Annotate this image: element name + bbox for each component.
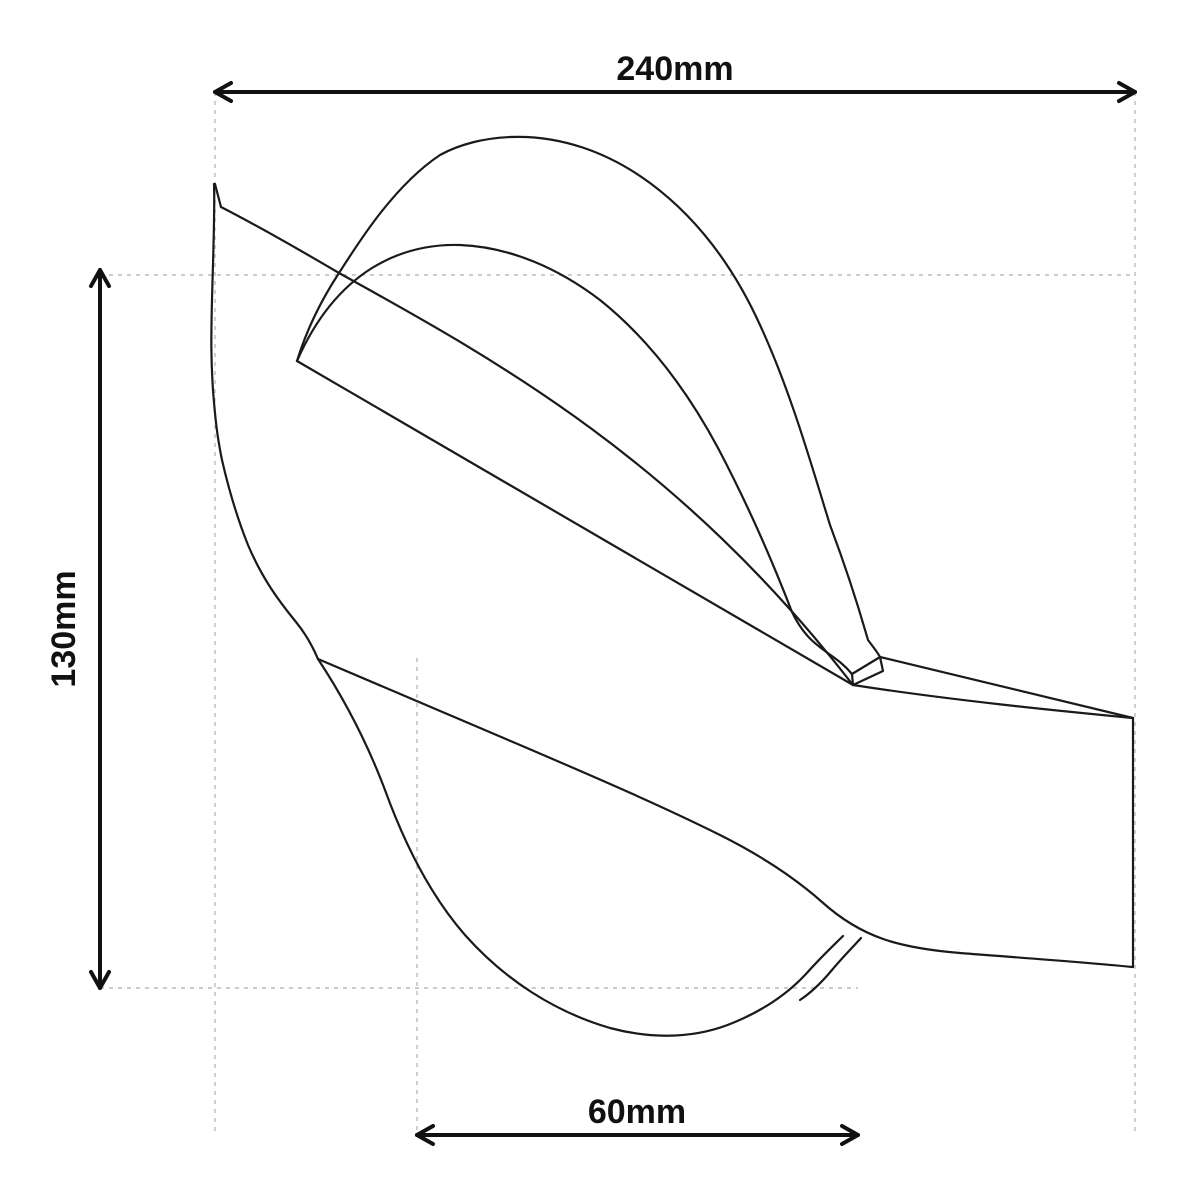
svg-text:130mm: 130mm [45, 570, 83, 687]
svg-text:60mm: 60mm [588, 1093, 686, 1131]
svg-text:240mm: 240mm [616, 50, 733, 88]
